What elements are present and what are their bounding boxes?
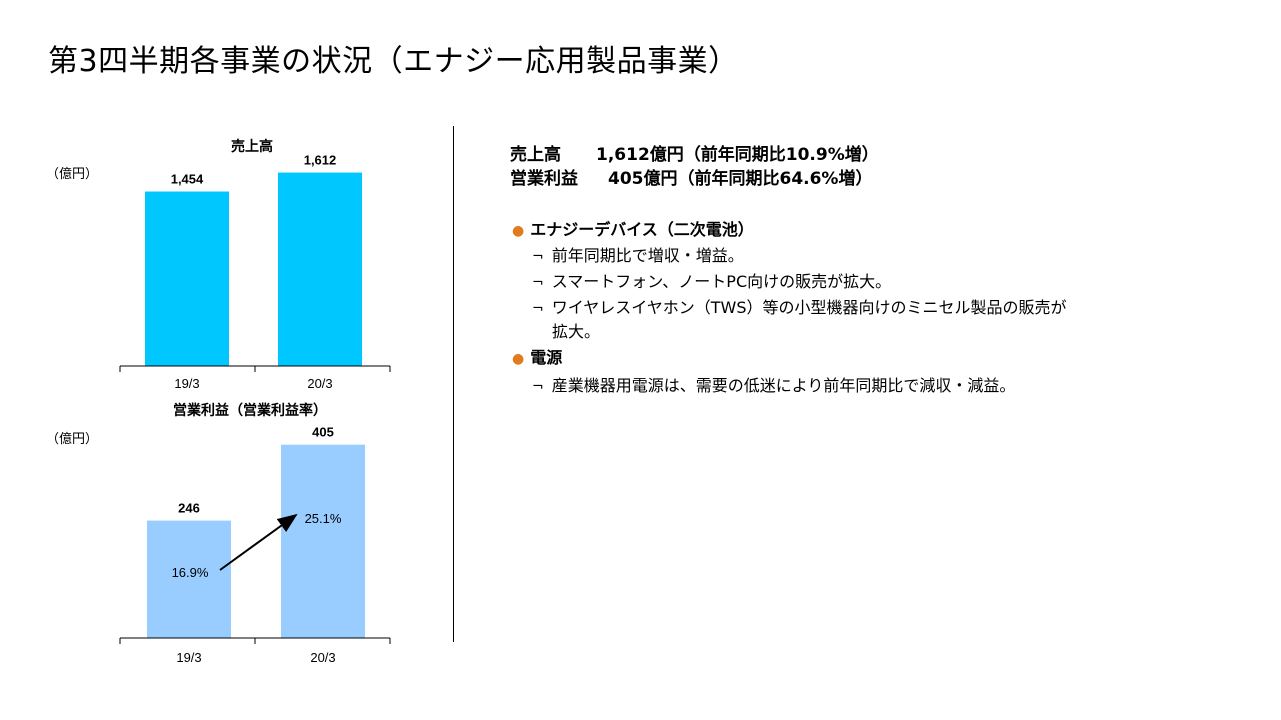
list-item: ¬ スマートフォン、ノートPC向けの販売が拡大。 [532, 268, 891, 292]
profit-chart-title: 営業利益（営業利益率） [173, 402, 327, 418]
summary-block: 売上高 1,612億円（前年同期比10.9%増） 営業利益 405億円（前年同期比6… [510, 143, 879, 191]
page-title: 第3四半期各事業の状況（エナジー応用製品事業） [48, 44, 739, 79]
sales-value-label: 1,454 [171, 172, 204, 187]
segment-energy-devices: ● エナジーデバイス（二次電池） [512, 216, 754, 240]
profit-value-label: 246 [178, 501, 200, 516]
sales-chart: 売上高 （億円） 1,454 19/3 1,612 20/3 [46, 138, 391, 391]
profit-unit-label: （億円） [46, 431, 98, 446]
bullet-dot-icon: ● [512, 351, 525, 367]
profit-bar-19-3 [147, 520, 231, 638]
list-item-text: ワイヤレスイヤホン（TWS）等の小型機器向けのミニセル製品の販売が [551, 298, 1067, 317]
list-item-text: 拡大。 [552, 322, 601, 341]
segment-name: エナジーデバイス（二次電池） [530, 220, 754, 239]
summary-profit-label: 営業利益 [510, 169, 578, 189]
profit-category-label: 19/3 [176, 650, 201, 665]
sales-category-label: 20/3 [307, 376, 332, 391]
margin-trend-arrow [219, 513, 298, 571]
sales-chart-title: 売上高 [231, 138, 273, 154]
summary-sales: 売上高 1,612億円（前年同期比10.9%増） [510, 143, 879, 167]
summary-profit: 営業利益 405億円（前年同期比64.6%増） [510, 167, 879, 191]
list-item-text: スマートフォン、ノートPC向けの販売が拡大。 [551, 272, 892, 291]
margin-label: 25.1% [305, 511, 342, 526]
segment-power-supply: ● 電源 [512, 344, 562, 368]
bullet-marker-icon: ¬ [532, 275, 544, 291]
margin-label: 16.9% [172, 565, 209, 580]
bullet-marker-icon: ¬ [532, 249, 544, 265]
list-item: ¬ 前年同期比で増収・増益。 [532, 242, 744, 266]
bullet-marker-icon: ¬ [532, 379, 544, 395]
list-item: ¬ ワイヤレスイヤホン（TWS）等の小型機器向けのミニセル製品の販売が [532, 294, 1067, 318]
sales-value-label: 1,612 [304, 153, 337, 168]
sales-bar-19-3 [145, 191, 229, 366]
profit-chart: 営業利益（営業利益率） （億円） 246 19/3 405 20/3 16.9% 25.1… [46, 402, 391, 665]
sales-category-label: 19/3 [174, 376, 199, 391]
profit-category-label: 20/3 [310, 650, 335, 665]
bullet-dot-icon: ● [512, 223, 525, 239]
sales-bar-20-3 [278, 172, 362, 366]
list-item-continuation: 拡大。 [552, 318, 600, 342]
profit-bar-20-3 [281, 444, 365, 638]
summary-sales-label: 売上高 [510, 145, 561, 165]
list-item: ¬ 産業機器用電源は、需要の低迷により前年同期比で減収・減益。 [532, 372, 1015, 396]
bullet-marker-icon: ¬ [532, 301, 544, 317]
list-item-text: 前年同期比で増収・増益。 [551, 246, 744, 265]
segment-name: 電源 [530, 348, 563, 367]
vertical-divider [453, 126, 454, 642]
summary-sales-value: 1,612億円（前年同期比10.9%増） [596, 145, 879, 165]
sales-unit-label: （億円） [46, 166, 98, 181]
list-item-text: 産業機器用電源は、需要の低迷により前年同期比で減収・減益。 [551, 376, 1016, 395]
charts-area: 売上高 （億円） 1,454 19/3 1,612 20/3 営業利益（営業利益率） … [46, 138, 391, 665]
summary-profit-value: 405億円（前年同期比64.6%増） [608, 169, 873, 189]
profit-value-label: 405 [312, 425, 334, 440]
